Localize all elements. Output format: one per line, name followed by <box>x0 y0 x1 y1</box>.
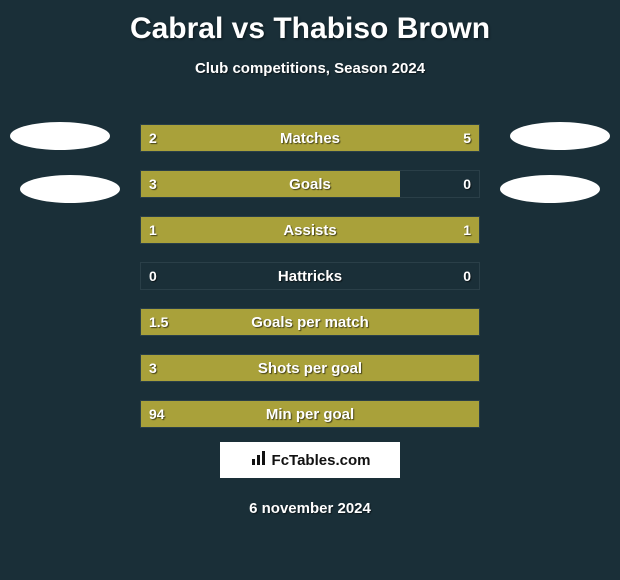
stat-value-right: 0 <box>463 263 471 289</box>
stat-value-left: 3 <box>149 355 157 381</box>
stat-label: Min per goal <box>141 401 479 427</box>
stat-value-right: 5 <box>463 125 471 151</box>
chart-icon <box>250 449 268 472</box>
stat-value-right: 0 <box>463 171 471 197</box>
stat-label: Shots per goal <box>141 355 479 381</box>
stat-label: Matches <box>141 125 479 151</box>
stat-value-left: 1.5 <box>149 309 168 335</box>
stat-label: Assists <box>141 217 479 243</box>
stat-row: Goals3 0 <box>140 170 480 198</box>
stat-value-left: 3 <box>149 171 157 197</box>
subtitle: Club competitions, Season 2024 <box>0 60 620 77</box>
player-right-badge-1 <box>510 122 610 150</box>
stat-label: Goals per match <box>141 309 479 335</box>
stat-value-left: 94 <box>149 401 165 427</box>
stat-value-left: 1 <box>149 217 157 243</box>
footer-date: 6 november 2024 <box>0 500 620 517</box>
stat-row: Goals per match1.5 <box>140 308 480 336</box>
stat-row: Min per goal94 <box>140 400 480 428</box>
stat-row: Assists1 1 <box>140 216 480 244</box>
stat-row: Shots per goal3 <box>140 354 480 382</box>
stat-row: Matches2 5 <box>140 124 480 152</box>
stat-value-left: 2 <box>149 125 157 151</box>
brand-box: FcTables.com <box>220 442 400 478</box>
player-left-badge-1 <box>10 122 110 150</box>
player-right-badge-2 <box>500 175 600 203</box>
stat-row: Hattricks0 0 <box>140 262 480 290</box>
page-title: Cabral vs Thabiso Brown <box>0 0 620 46</box>
stat-value-left: 0 <box>149 263 157 289</box>
stats-bars: Matches25Goals30Assists11Hattricks00Goal… <box>140 124 480 446</box>
stat-value-right: 1 <box>463 217 471 243</box>
stat-label: Hattricks <box>141 263 479 289</box>
brand-text: FcTables.com <box>272 452 371 469</box>
player-left-badge-2 <box>20 175 120 203</box>
stat-label: Goals <box>141 171 479 197</box>
